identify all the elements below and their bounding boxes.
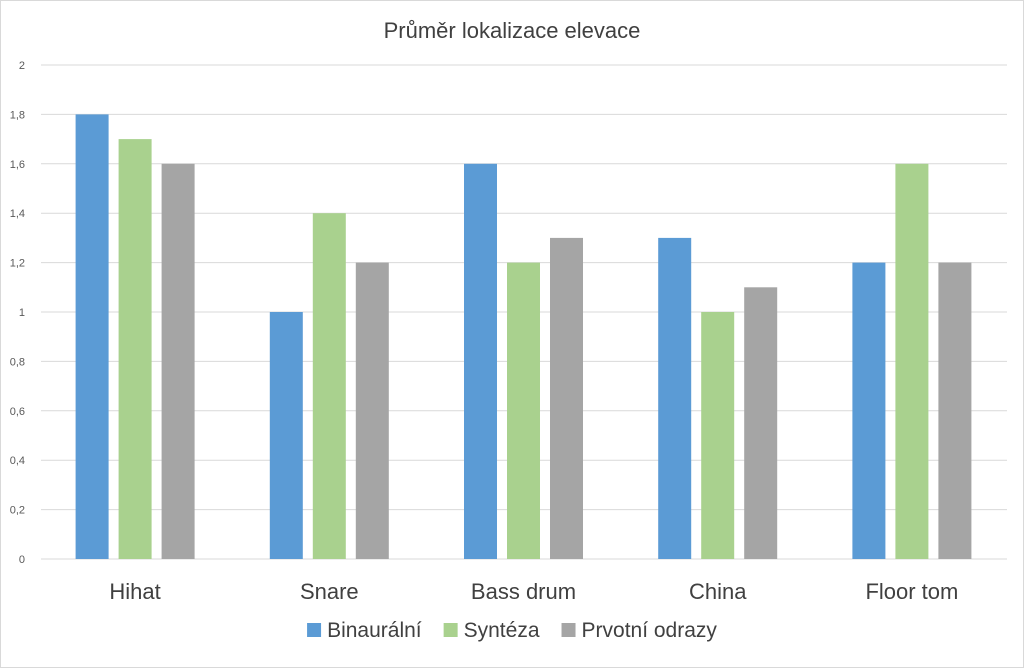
legend-swatch	[561, 623, 576, 637]
y-tick-label: 0,4	[10, 455, 25, 467]
y-tick-label: 1,6	[10, 159, 25, 171]
x-category-label: Hihat	[109, 579, 160, 604]
bar-floor-tom-2	[895, 163, 929, 560]
chart-title: Průměr lokalizace elevace	[384, 18, 641, 43]
y-tick-label: 0,2	[10, 505, 25, 517]
bar-snare-1	[269, 312, 303, 559]
y-tick-label: 0	[19, 554, 25, 566]
y-tick-label: 0,6	[10, 406, 25, 418]
x-category-label: China	[689, 579, 747, 604]
bar-snare-3	[355, 262, 389, 559]
legend-swatch	[443, 623, 458, 637]
bar-china-1	[658, 237, 692, 559]
legend-item: Prvotní odrazy	[561, 619, 718, 642]
bar-floor-tom-3	[938, 262, 972, 559]
legend-item: Syntéza	[443, 619, 540, 642]
bars	[75, 114, 972, 560]
legend-swatch	[307, 623, 322, 637]
legend: Binaurální Syntéza Prvotní odrazy	[307, 619, 717, 642]
bar-china-3	[744, 287, 778, 559]
y-axis-ticks: 0 0,2 0,4 0,6 0,8 1 1,2 1,4 1,6 1,8 2	[10, 60, 25, 566]
bar-hihat-3	[161, 163, 195, 560]
bar-hihat-2	[118, 139, 152, 559]
bar-hihat-1	[75, 114, 109, 560]
x-category-label: Floor tom	[865, 579, 958, 604]
x-axis-categories: Hihat Snare Bass drum China Floor tom	[109, 579, 958, 604]
y-tick-label: 1,2	[10, 258, 25, 270]
bar-bass-drum-2	[507, 262, 540, 559]
y-tick-label: 1,4	[10, 208, 25, 220]
y-tick-label: 1,8	[10, 109, 25, 121]
legend-label: Syntéza	[464, 619, 540, 642]
bar-china-2	[701, 312, 735, 559]
legend-item: Binaurální	[307, 619, 422, 642]
bar-snare-2	[312, 213, 346, 559]
x-category-label: Snare	[300, 579, 359, 604]
y-tick-label: 0,8	[10, 356, 25, 368]
bar-bass-drum-3	[550, 237, 583, 559]
bar-floor-tom-1	[852, 262, 886, 559]
y-tick-label: 2	[19, 60, 25, 72]
legend-label: Prvotní odrazy	[582, 619, 718, 642]
bar-bass-drum-1	[464, 163, 497, 560]
y-tick-label: 1	[19, 307, 25, 319]
x-category-label: Bass drum	[471, 579, 576, 604]
legend-label: Binaurální	[327, 619, 422, 642]
